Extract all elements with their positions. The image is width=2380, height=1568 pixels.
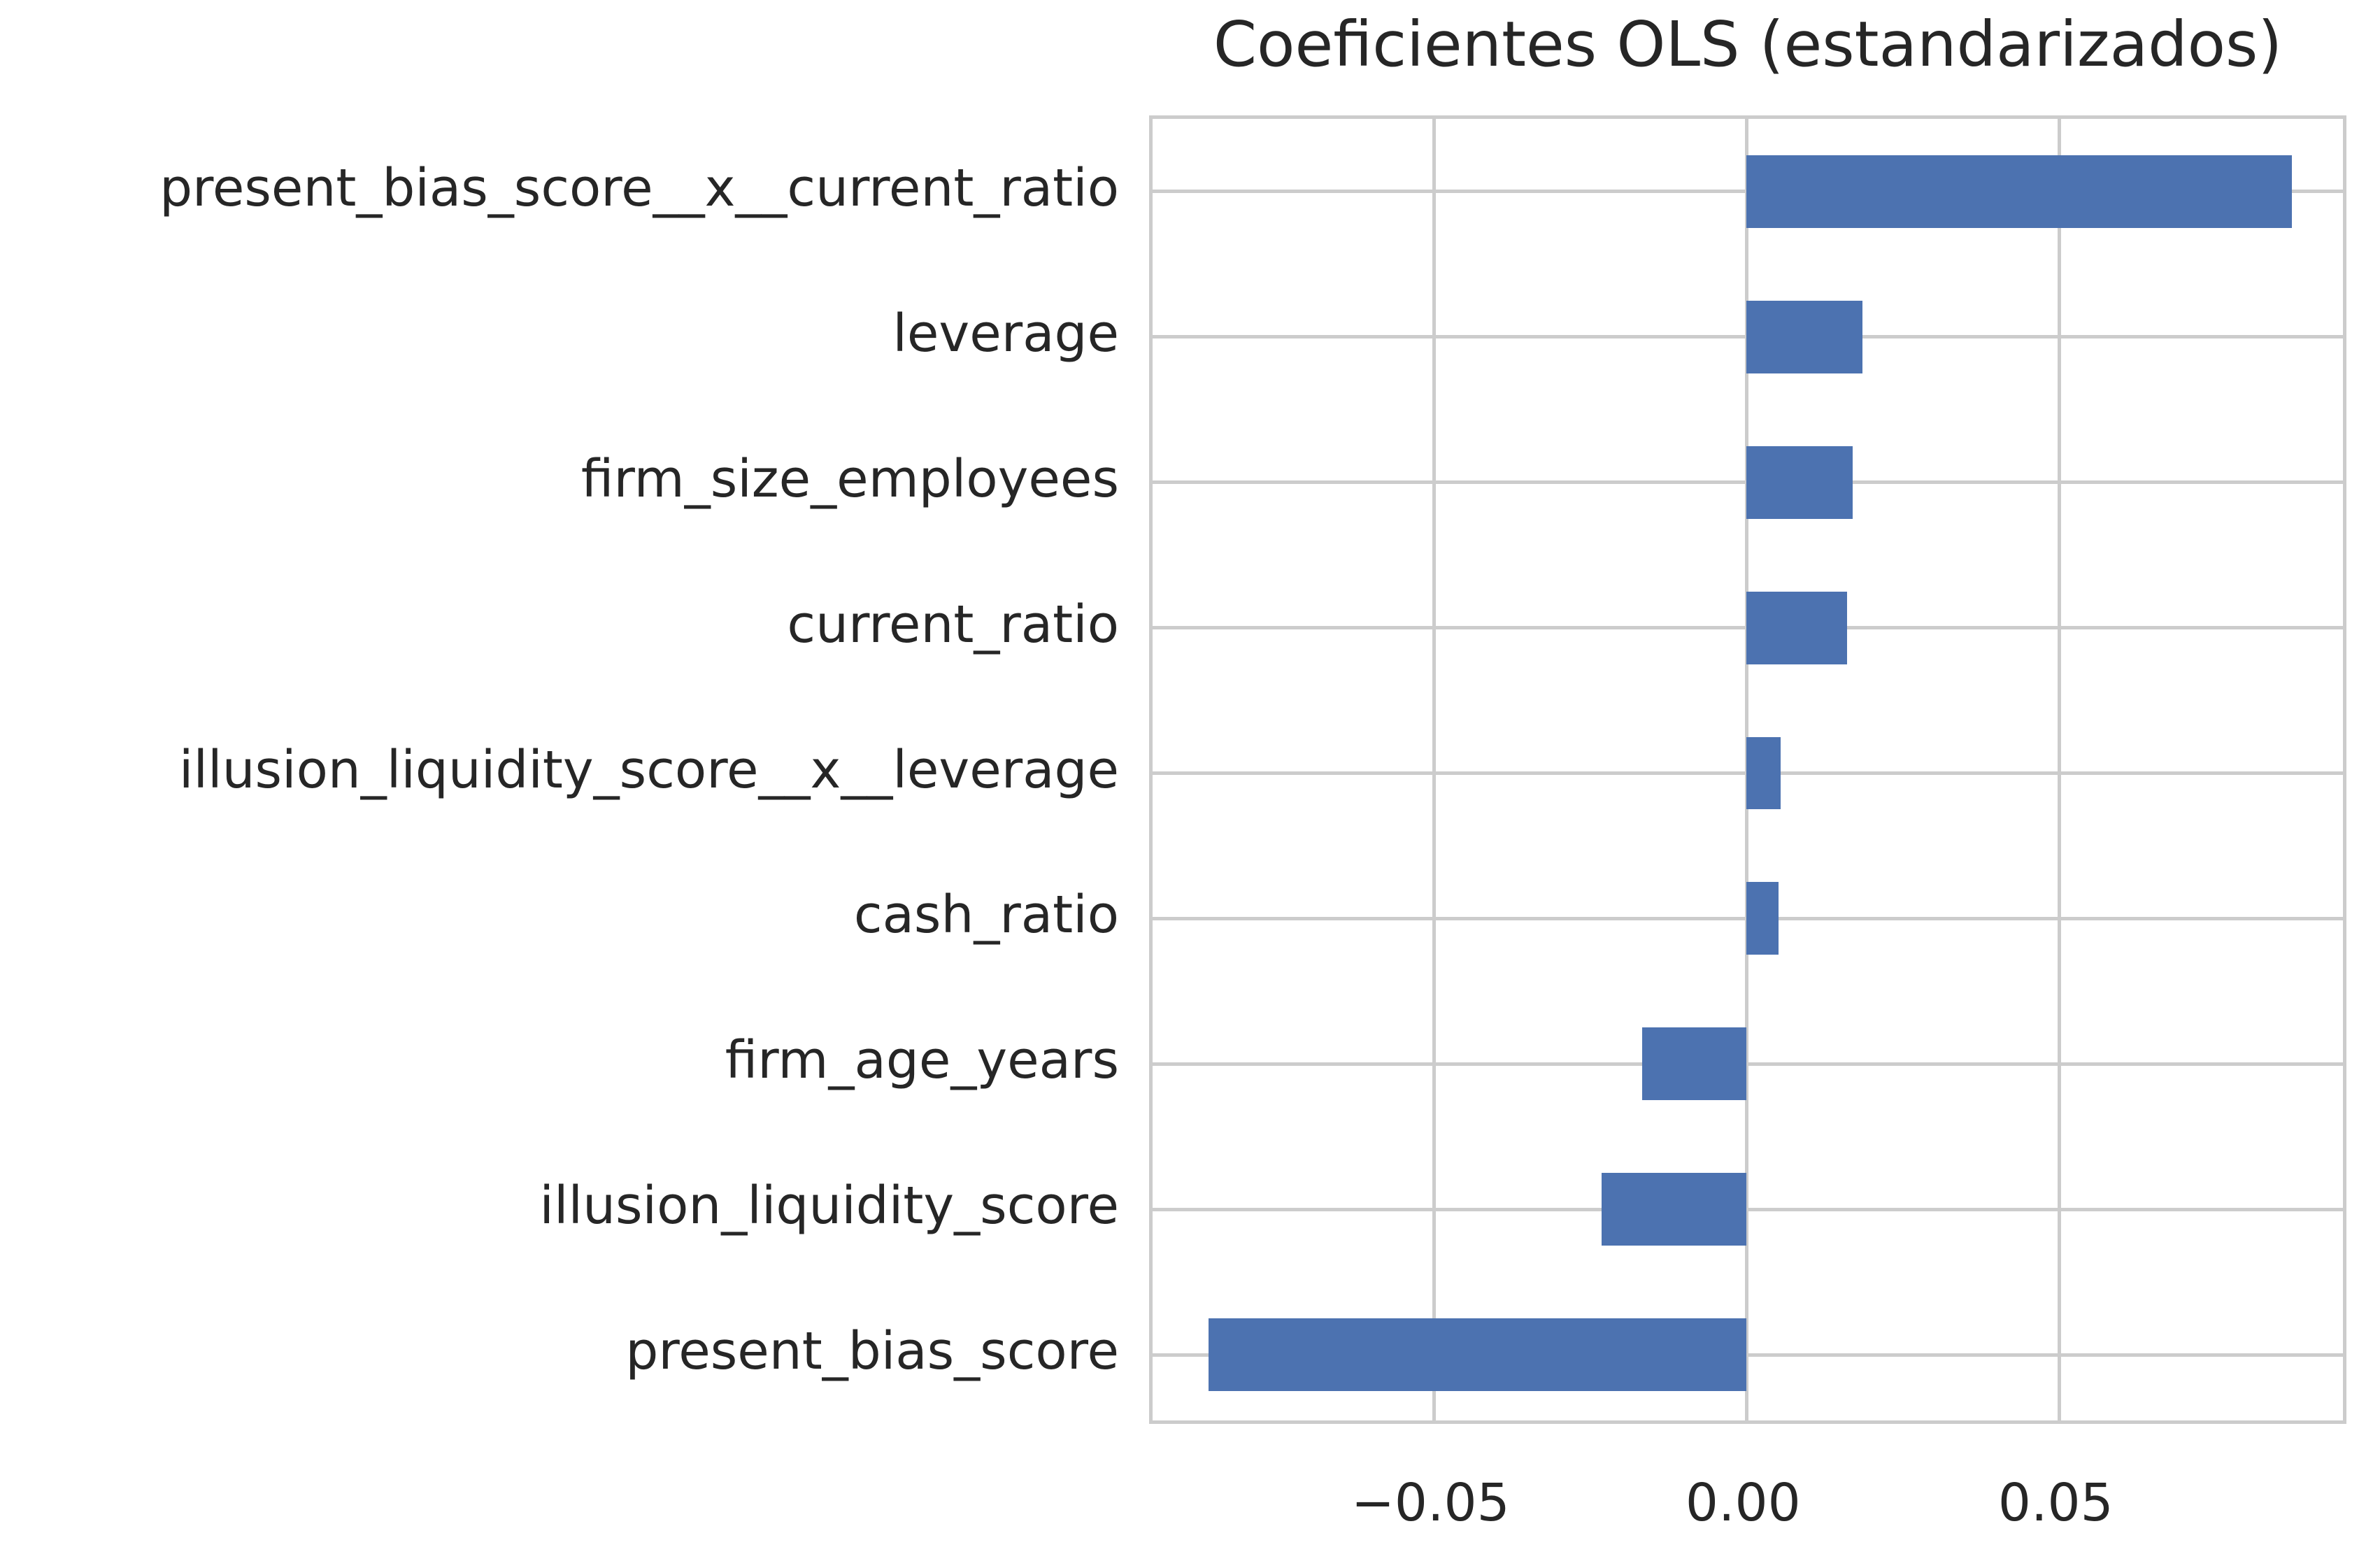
category-label: illusion_liquidity_score	[539, 1176, 1119, 1236]
category-label: firm_age_years	[725, 1030, 1119, 1091]
coefficient-bar	[1746, 591, 1848, 664]
x-tick-label: −0.05	[1351, 1473, 1510, 1533]
coefficient-bar	[1746, 155, 2292, 228]
y-gridline	[1153, 1207, 2343, 1211]
coefficient-bar	[1641, 1027, 1747, 1101]
plot-area	[1149, 115, 2346, 1424]
coefficient-bar	[1601, 1173, 1747, 1246]
x-tick-label: 0.05	[1997, 1473, 2114, 1533]
y-gridline	[1153, 1353, 2343, 1357]
category-label: firm_size_employees	[580, 448, 1119, 509]
coefficient-bar	[1746, 736, 1781, 810]
coefficient-bar	[1746, 882, 1779, 955]
category-label: leverage	[892, 303, 1119, 364]
coefficient-bar	[1208, 1318, 1747, 1392]
chart-title: Coeficientes OLS (estandarizados)	[1213, 8, 2283, 80]
coefficient-bar	[1746, 446, 1853, 519]
coefficient-bar	[1746, 300, 1862, 373]
x-gridline	[1432, 119, 1436, 1420]
category-label: cash_ratio	[853, 885, 1119, 946]
y-gridline	[1153, 1062, 2343, 1066]
x-tick-label: 0.00	[1685, 1473, 1801, 1533]
category-label: present_bias_score	[625, 1321, 1119, 1382]
category-label: present_bias_score__x__current_ratio	[159, 157, 1119, 218]
category-label: current_ratio	[787, 594, 1119, 655]
category-label: illusion_liquidity_score__x__leverage	[178, 739, 1119, 800]
x-gridline	[2057, 119, 2061, 1420]
